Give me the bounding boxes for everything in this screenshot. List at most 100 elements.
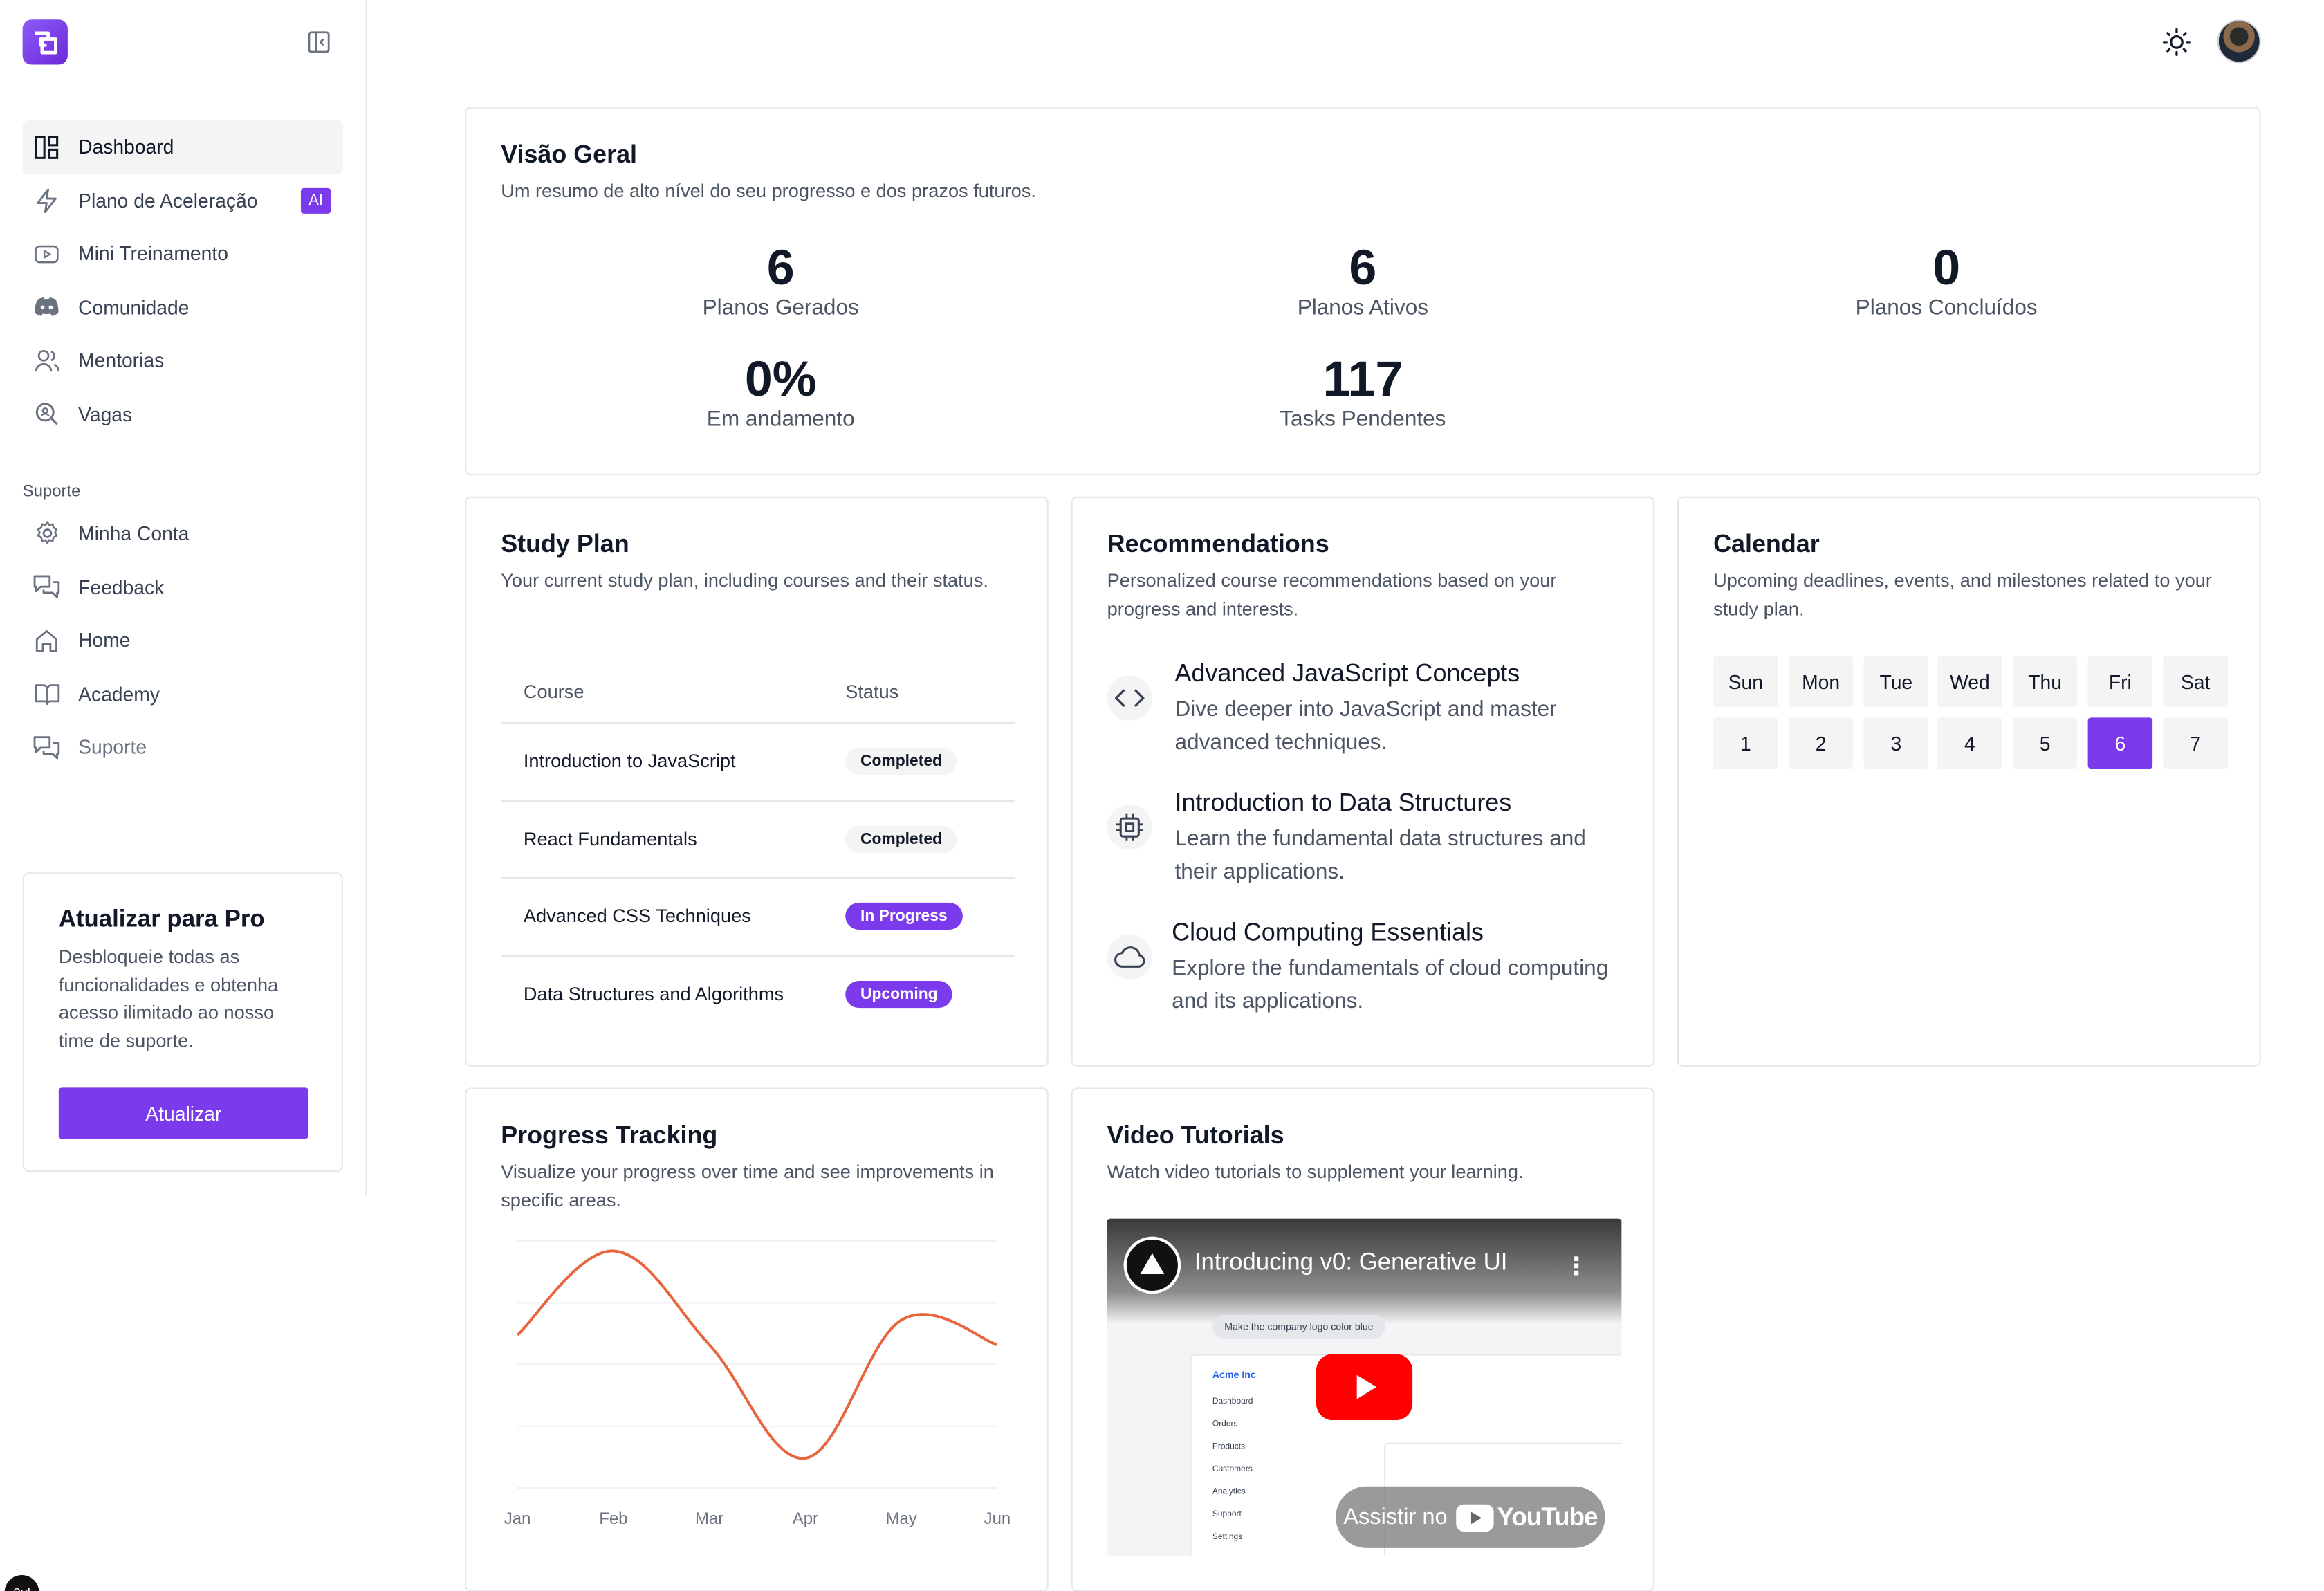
sidebar-item-label: Mini Treinamento xyxy=(78,242,228,266)
calendar-day[interactable]: 2 xyxy=(1788,717,1854,769)
progress-chart-svg: Jan Feb Mar Apr May Jun xyxy=(504,1240,1011,1528)
calendar-day[interactable]: 7 xyxy=(2163,717,2228,769)
calendar-day[interactable]: 4 xyxy=(1937,717,2002,769)
calendar-description: Upcoming deadlines, events, and mileston… xyxy=(1713,570,2212,620)
code-icon xyxy=(1107,675,1152,721)
x-tick-label: Jun xyxy=(984,1509,1011,1528)
prompt-chip: Make the company logo color blue xyxy=(1212,1314,1386,1339)
progress-description: Visualize your progress over time and se… xyxy=(501,1161,994,1211)
youtube-play-button[interactable] xyxy=(1316,1354,1413,1421)
video-player[interactable]: Acme Inc Dashboard Orders Products Custo… xyxy=(1107,1218,1622,1556)
upgrade-card: Atualizar para Pro Desbloqueie todas as … xyxy=(22,872,343,1172)
table-row[interactable]: Advanced CSS Techniques In Progress xyxy=(501,879,1015,957)
stat-planos-concluidos: 0 Planos Concluídos xyxy=(1766,240,2127,321)
column-header-course: Course xyxy=(523,681,584,702)
sidebar-item-label: Academy xyxy=(78,682,160,706)
sidebar-item-label: Home xyxy=(78,629,131,652)
sidebar-item-comunidade[interactable]: Comunidade xyxy=(23,281,343,334)
sidebar-item-mini-treinamento[interactable]: Mini Treinamento xyxy=(23,227,343,280)
play-icon xyxy=(33,240,60,267)
calendar-day-selected[interactable]: 6 xyxy=(2087,717,2153,769)
sidebar-item-plano-aceleracao[interactable]: Plano de Aceleração AI xyxy=(23,174,343,227)
progress-series-line xyxy=(516,1249,998,1460)
x-tick-label: Jan xyxy=(504,1509,531,1528)
messages-icon xyxy=(33,734,60,761)
table-row[interactable]: React Fundamentals Completed xyxy=(501,801,1015,879)
stat-label: Planos Concluídos xyxy=(1855,296,2038,321)
upgrade-button[interactable]: Atualizar xyxy=(58,1087,308,1139)
x-tick-label: Mar xyxy=(695,1509,723,1528)
course-name: Advanced CSS Techniques xyxy=(523,905,751,928)
status-badge: Completed xyxy=(845,748,957,775)
stat-label: Planos Ativos xyxy=(1297,296,1429,321)
calendar-card: Calendar Upcoming deadlines, events, and… xyxy=(1677,496,2261,1067)
sidebar: Dashboard Plano de Aceleração AI Mini Tr… xyxy=(0,0,367,1196)
course-name: Data Structures and Algorithms xyxy=(523,984,784,1006)
calendar-day[interactable]: 5 xyxy=(2012,717,2078,769)
sidebar-item-dashboard[interactable]: Dashboard xyxy=(22,120,343,174)
weekday-tue: Tue xyxy=(1863,656,1929,708)
sidebar-item-label: Feedback xyxy=(78,576,165,599)
calendar-day[interactable]: 1 xyxy=(1713,717,1778,769)
x-tick-label: Feb xyxy=(599,1509,627,1528)
stat-value: 117 xyxy=(1322,350,1403,407)
watch-on-youtube-button[interactable]: Assistir no YouTube xyxy=(1336,1486,1605,1548)
weekday-mon: Mon xyxy=(1788,656,1854,708)
recommendation-title: Advanced JavaScript Concepts xyxy=(1174,660,1520,688)
stat-label: Tasks Pendentes xyxy=(1280,407,1446,432)
study-plan-table: Course Status Introduction to JavaScript… xyxy=(501,661,1015,1033)
sidebar-item-label: Minha Conta xyxy=(78,522,190,545)
stat-label: Em andamento xyxy=(706,407,855,432)
app-logo[interactable] xyxy=(22,19,68,65)
book-icon xyxy=(33,681,60,708)
search-icon xyxy=(33,401,60,427)
user-avatar[interactable] xyxy=(2217,19,2261,64)
course-name: React Fundamentals xyxy=(523,828,697,850)
x-tick-label: Apr xyxy=(793,1509,818,1528)
recommendation-title: Cloud Computing Essentials xyxy=(1172,919,1484,946)
users-icon xyxy=(33,347,60,374)
video-title[interactable]: Introducing v0: Generative UI xyxy=(1194,1250,1508,1276)
weekday-sun: Sun xyxy=(1713,656,1778,708)
stat-em-andamento: 0% Em andamento xyxy=(600,350,961,432)
weekday-wed: Wed xyxy=(1937,656,2002,708)
stat-value: 6 xyxy=(766,239,795,295)
sun-icon[interactable] xyxy=(2161,27,2191,57)
recommendations-description: Personalized course recommendations base… xyxy=(1107,570,1557,620)
table-row[interactable]: Introduction to JavaScript Completed xyxy=(501,724,1015,802)
sidebar-item-label: Mentorias xyxy=(78,349,165,372)
weekday-fri: Fri xyxy=(2087,656,2153,708)
app-link: Customers xyxy=(1212,1465,1253,1475)
sidebar-item-academy[interactable]: Academy xyxy=(23,668,343,721)
youtube-wordmark: YouTube xyxy=(1497,1502,1598,1531)
status-badge: Completed xyxy=(845,825,957,853)
course-name: Introduction to JavaScript xyxy=(523,751,736,773)
support-section-label: Suporte xyxy=(22,483,81,502)
sidebar-item-label: Vagas xyxy=(78,403,133,425)
video-card: Video Tutorials Watch video tutorials to… xyxy=(1071,1087,1655,1591)
channel-avatar[interactable] xyxy=(1123,1236,1181,1294)
sidebar-item-feedback[interactable]: Feedback xyxy=(23,560,343,614)
calendar-day[interactable]: 3 xyxy=(1863,717,1929,769)
sidebar-item-label: Suporte xyxy=(78,736,147,759)
weekday-sat: Sat xyxy=(2163,656,2228,708)
sidebar-item-label: Plano de Aceleração xyxy=(78,189,258,212)
recommendations-title: Recommendations xyxy=(1107,531,1329,558)
stat-label: Planos Gerados xyxy=(702,296,859,321)
sidebar-item-vagas[interactable]: Vagas xyxy=(23,387,343,441)
panel-left-close-icon[interactable] xyxy=(307,30,331,54)
app-link: Orders xyxy=(1212,1420,1238,1430)
video-card-title: Video Tutorials xyxy=(1107,1122,1284,1150)
sidebar-item-suporte[interactable]: Suporte xyxy=(23,721,343,774)
messages-icon xyxy=(33,573,60,600)
recommendation-description: Dive deeper into JavaScript and master a… xyxy=(1174,698,1557,755)
app-link: Analytics xyxy=(1212,1487,1246,1497)
discord-icon xyxy=(33,294,60,321)
table-row[interactable]: Data Structures and Algorithms Upcoming xyxy=(501,956,1015,1033)
more-vertical-icon[interactable]: ⋮ xyxy=(1564,1254,1589,1280)
stat-planos-ativos: 6 Planos Ativos xyxy=(1182,240,1543,321)
stat-value: 0% xyxy=(744,350,817,407)
sidebar-item-minha-conta[interactable]: Minha Conta xyxy=(23,507,343,560)
sidebar-item-home[interactable]: Home xyxy=(23,614,343,667)
sidebar-item-mentorias[interactable]: Mentorias xyxy=(23,334,343,387)
